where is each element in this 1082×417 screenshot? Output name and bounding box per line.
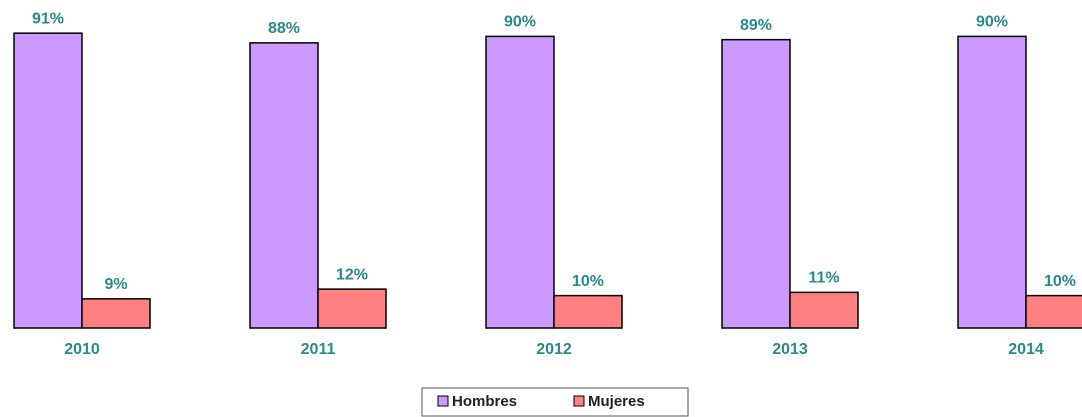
bar (81, 298, 151, 329)
value-label: 91% (32, 10, 64, 27)
legend-swatch (437, 395, 449, 407)
x-tick-label: 2010 (64, 341, 100, 358)
bar (249, 42, 319, 329)
legend-box (421, 387, 689, 417)
value-label: 12% (336, 266, 368, 283)
legend-label: Mujeres (588, 393, 645, 410)
bar (317, 288, 387, 329)
x-tick-label: 2012 (536, 341, 572, 358)
x-tick-label: 2013 (772, 341, 808, 358)
bar (553, 294, 623, 329)
bar (1025, 294, 1082, 329)
bar (957, 35, 1027, 329)
bar (721, 38, 791, 329)
bar (485, 35, 555, 329)
value-label: 88% (268, 20, 300, 37)
bar (789, 291, 859, 329)
value-label: 10% (1044, 273, 1076, 290)
bar (13, 32, 83, 329)
legend-label: Hombres (452, 393, 517, 410)
value-label: 11% (808, 270, 839, 287)
legend-swatch (573, 395, 585, 407)
value-label: 90% (976, 14, 1008, 31)
x-tick-label: 2011 (301, 341, 336, 358)
value-label: 89% (740, 17, 772, 34)
x-tick-label: 2014 (1008, 341, 1044, 358)
value-label: 90% (504, 14, 536, 31)
value-label: 10% (572, 273, 604, 290)
value-label: 9% (104, 276, 127, 293)
